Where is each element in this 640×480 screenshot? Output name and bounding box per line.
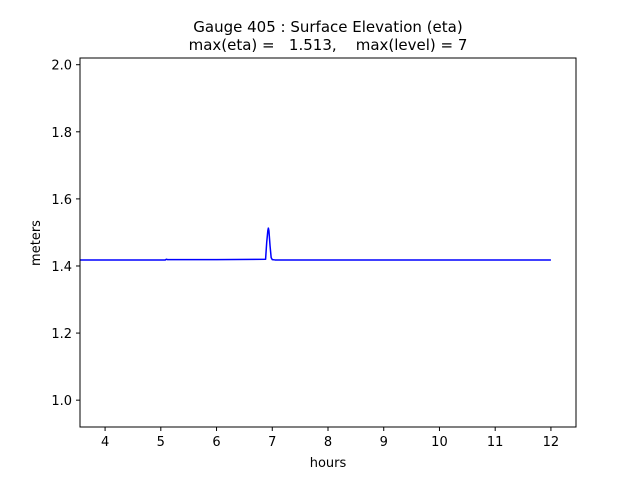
x-tick-label: 12 (543, 435, 560, 450)
y-tick-label: 1.6 (51, 193, 72, 208)
y-tick-label: 1.4 (51, 260, 72, 275)
x-axis: 4 5 6 7 8 9 10 11 12 (101, 427, 559, 450)
y-tick-label: 1.0 (51, 394, 72, 409)
x-tick-label: 9 (380, 435, 388, 450)
x-tick-label: 7 (268, 435, 276, 450)
x-tick-label: 4 (101, 435, 109, 450)
y-tick-label: 2.0 (51, 59, 72, 74)
chart-title-line1: Gauge 405 : Surface Elevation (eta) (193, 18, 462, 36)
x-tick-label: 11 (487, 435, 504, 450)
plot-lines (80, 227, 551, 261)
y-axis-label: meters (29, 220, 44, 266)
y-tick-label: 1.2 (51, 327, 72, 342)
x-tick-label: 8 (324, 435, 332, 450)
x-tick-label: 5 (157, 435, 165, 450)
y-axis: 1.0 1.2 1.4 1.6 1.8 2.0 (51, 59, 80, 409)
x-tick-label: 6 (212, 435, 220, 450)
x-tick-label: 10 (431, 435, 448, 450)
x-axis-label: hours (310, 456, 347, 471)
eta-series-line (80, 227, 551, 261)
plot-frame (79, 57, 577, 428)
y-tick-label: 1.8 (51, 126, 72, 141)
chart-title-line2: max(eta) = 1.513, max(level) = 7 (189, 36, 468, 54)
